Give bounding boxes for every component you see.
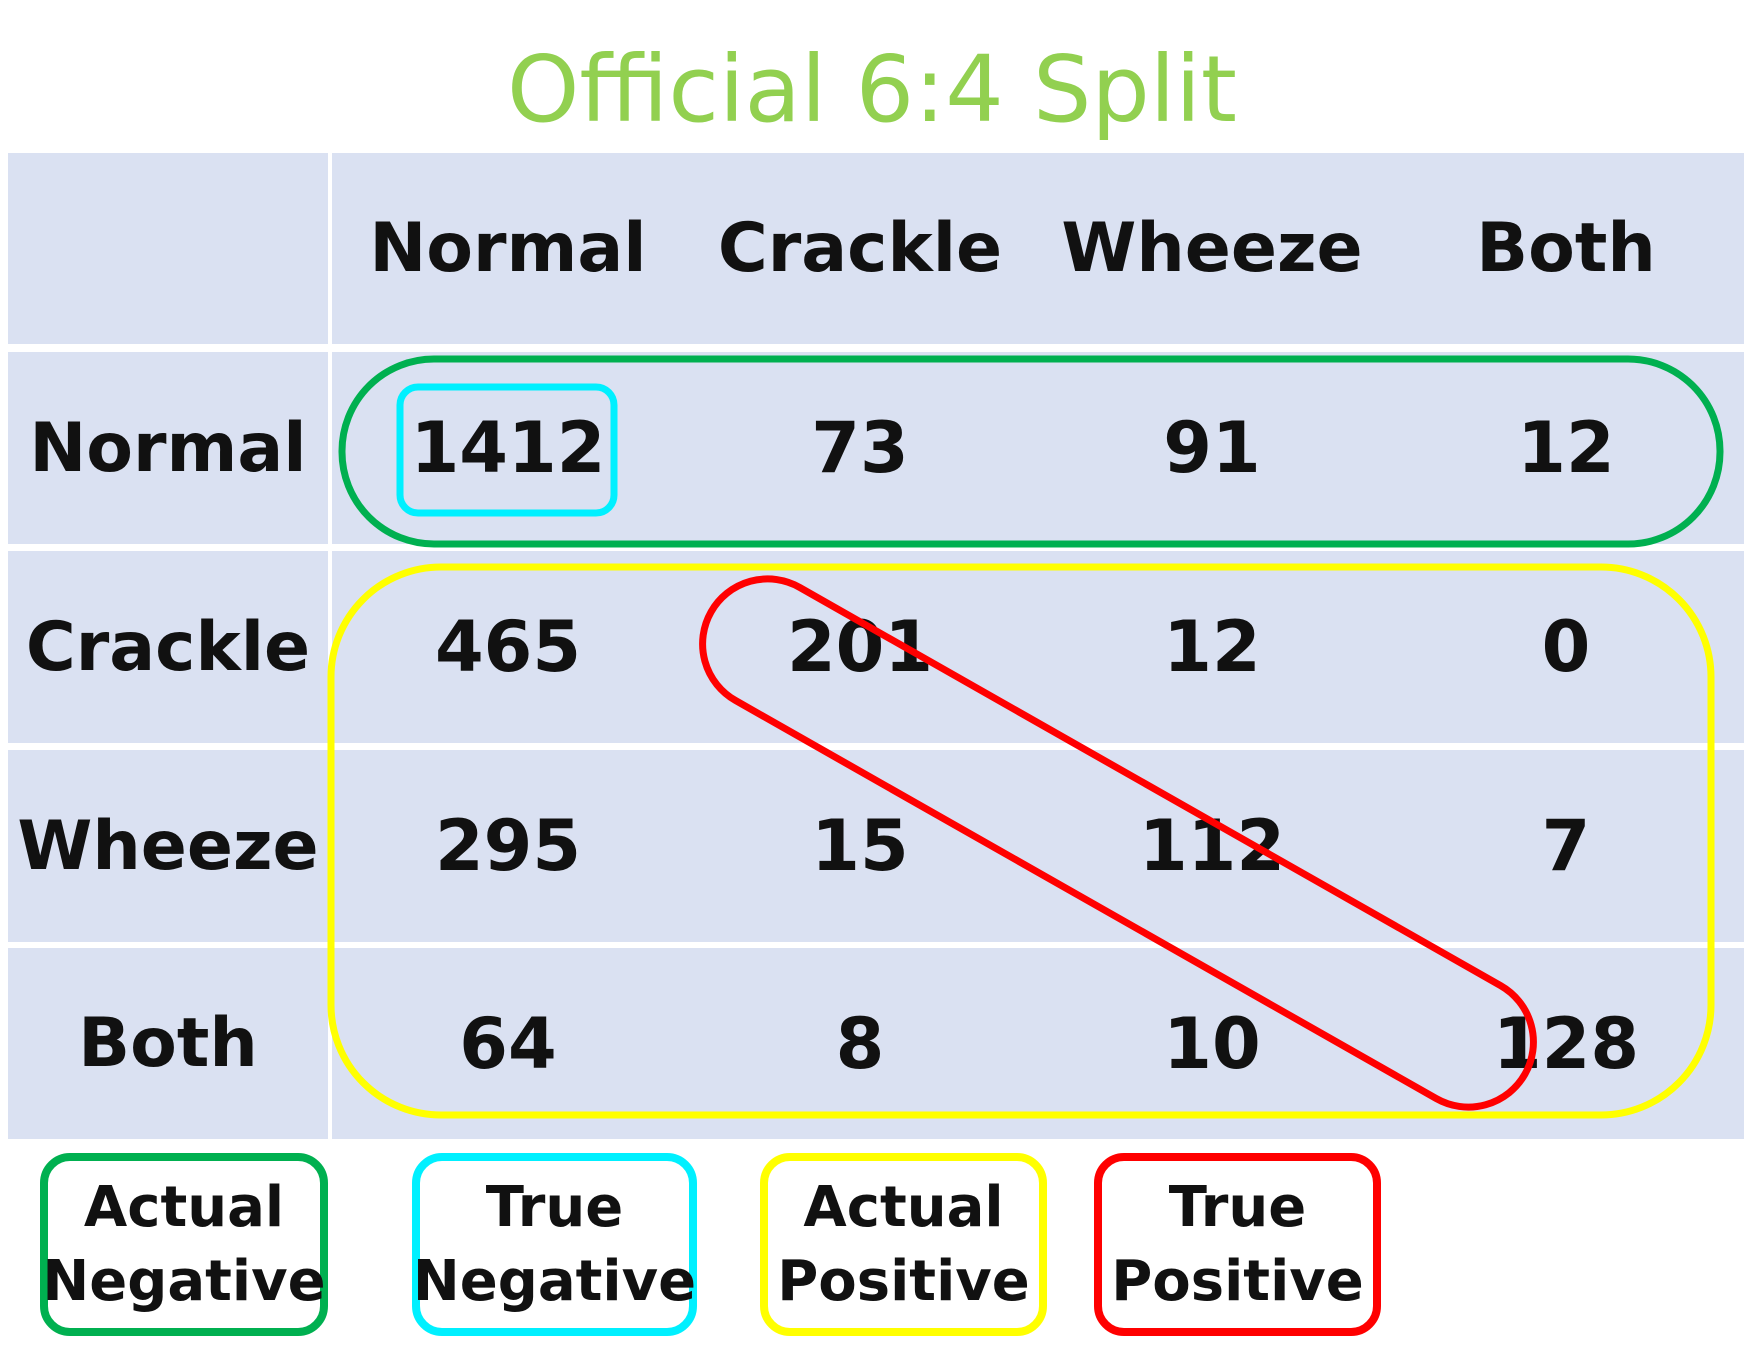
matrix-cell: 295	[332, 750, 684, 942]
legend-actual-negative: Actual Negative	[40, 1153, 328, 1336]
row-header-wheeze: Wheeze	[8, 750, 328, 942]
column-header-crackle: Crackle	[684, 153, 1036, 344]
chart-title: Official 6:4 Split	[507, 36, 1237, 143]
matrix-cell: 10	[1036, 948, 1388, 1139]
corner-cell	[8, 153, 328, 344]
legend-actual-positive: Actual Positive	[760, 1153, 1047, 1336]
matrix-cell: 128	[1388, 948, 1744, 1139]
matrix-cell: 112	[1036, 750, 1388, 942]
legend-line: Negative	[412, 1248, 697, 1314]
legend-line: Actual	[83, 1174, 285, 1240]
matrix-cell: 0	[1388, 551, 1744, 743]
legend-line: Positive	[1111, 1248, 1364, 1314]
matrix-cell: 12	[1036, 551, 1388, 743]
legend-line: True	[485, 1174, 624, 1240]
legend-true-negative: True Negative	[412, 1153, 697, 1336]
column-header-normal: Normal	[332, 153, 684, 344]
matrix-cell: 465	[332, 551, 684, 743]
matrix-cell: 8	[684, 948, 1036, 1139]
matrix-cell: 7	[1388, 750, 1744, 942]
column-header-wheeze: Wheeze	[1036, 153, 1388, 344]
legend-line: Positive	[777, 1248, 1030, 1314]
matrix-cell: 91	[1036, 352, 1388, 544]
legend-true-positive: True Positive	[1094, 1153, 1381, 1336]
matrix-cell: 73	[684, 352, 1036, 544]
legend-line: Actual	[803, 1174, 1004, 1240]
row-header-normal: Normal	[8, 352, 328, 544]
legend-line: Negative	[42, 1248, 326, 1314]
column-header-both: Both	[1388, 153, 1744, 344]
row-header-both: Both	[8, 948, 328, 1139]
matrix-cell: 12	[1388, 352, 1744, 544]
matrix-cell: 15	[684, 750, 1036, 942]
matrix-cell: 64	[332, 948, 684, 1139]
legend-line: True	[1168, 1174, 1307, 1240]
matrix-cell: 201	[684, 551, 1036, 743]
row-header-crackle: Crackle	[8, 551, 328, 743]
matrix-cell: 1412	[332, 352, 684, 544]
